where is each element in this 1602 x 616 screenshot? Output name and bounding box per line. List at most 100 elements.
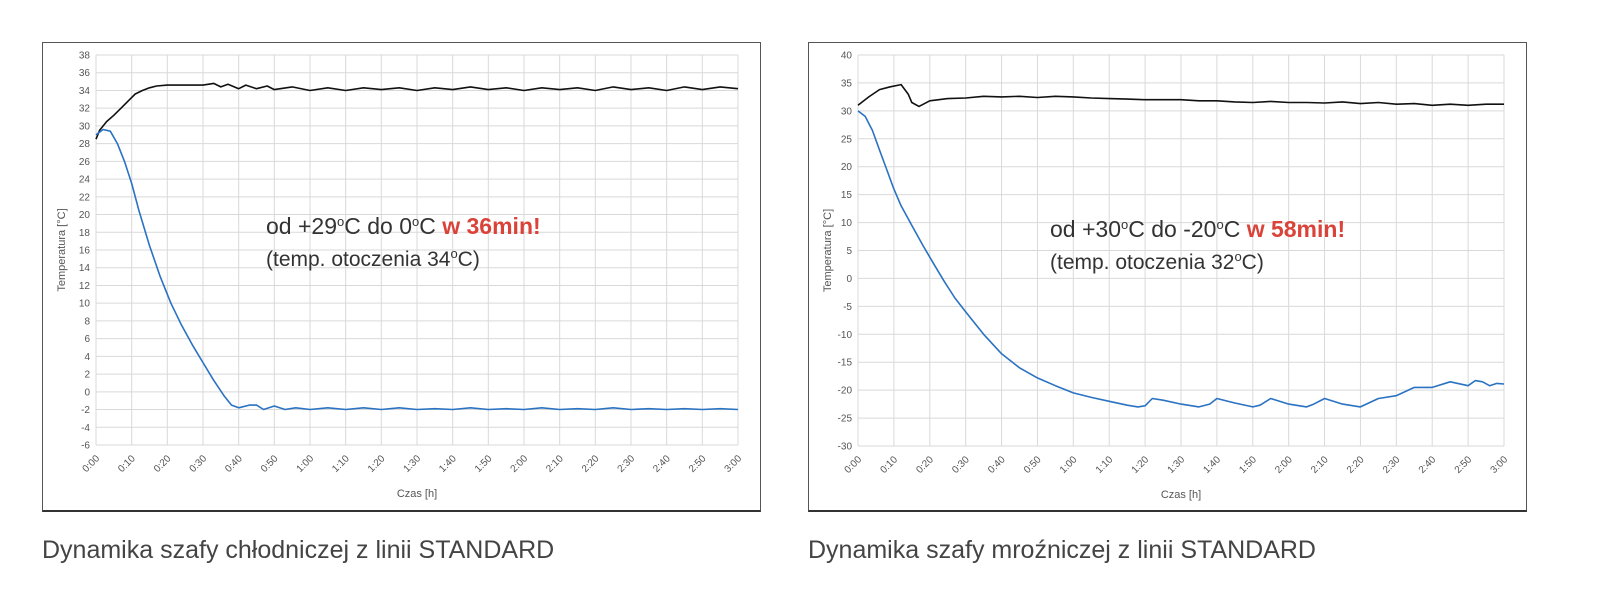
y-tick-label: 18: [79, 228, 91, 239]
cooling-chamber-series-line: [95, 128, 739, 411]
y-tick-label: 8: [84, 316, 90, 327]
freezer-annotation-text-e: C: [1223, 216, 1247, 242]
freezer-time-highlight: w 58min!: [1246, 216, 1346, 242]
y-tick-label: 12: [79, 281, 91, 292]
cooling-annotation-text-a: od +29: [266, 213, 337, 239]
y-tick-label: 20: [79, 210, 91, 221]
freezer-ambient-degree: o: [1234, 249, 1242, 264]
x-tick-label: 0:20: [914, 454, 936, 476]
x-tick-label: 3:00: [723, 453, 745, 475]
x-tick-label: 3:00: [1489, 454, 1511, 476]
x-axis-label: Czas [h]: [1161, 489, 1201, 501]
x-tick-label: 0:40: [986, 454, 1008, 476]
freezer-chamber-series-line: [857, 110, 1505, 408]
x-tick-label: 1:00: [1058, 454, 1080, 476]
y-tick-label: 35: [841, 78, 853, 89]
cooling-chart-panel: -6 -4 -2 0 2 4 6 8 10 12 14 16 18 20 22 24 26 28 30 32 34 36 3…: [42, 42, 761, 512]
y-tick-label: 24: [79, 175, 91, 186]
x-tick-label: 2:20: [1345, 454, 1367, 476]
y-axis-label: Temperatura [°C]: [822, 209, 834, 292]
y-tick-label: -6: [81, 441, 90, 452]
x-tick-label: 2:00: [509, 453, 531, 475]
x-tick-label: 2:10: [1309, 454, 1331, 476]
x-axis-label: Czas [h]: [397, 488, 437, 500]
x-tick-label: 2:50: [687, 453, 709, 475]
cooling-annotation-text-e: C: [419, 213, 443, 239]
x-tick-label: 0:30: [950, 454, 972, 476]
x-tick-label: 0:10: [116, 453, 138, 475]
freezer-chart-panel: -30 -25 -20 -15 -10 -5 0 5 10 15 20 25 30 35 40 0:00 0:1…: [808, 42, 1527, 512]
y-tick-label: 32: [79, 104, 91, 115]
x-tick-label: 2:10: [544, 453, 566, 475]
x-tick-label: 0:00: [843, 454, 865, 476]
y-tick-label: 14: [79, 263, 91, 274]
freezer-annotation-degree-2: o: [1216, 217, 1224, 232]
y-tick-label: 40: [841, 51, 853, 62]
y-tick-label: 36: [79, 68, 91, 79]
y-tick-label: 0: [84, 387, 90, 398]
y-tick-label: 28: [79, 139, 91, 150]
x-tick-label: 2:40: [1417, 454, 1439, 476]
freezer-annotation-text-c: C do -20: [1128, 216, 1217, 242]
y-tick-label: 6: [84, 334, 90, 345]
x-tick-label: 1:20: [366, 453, 388, 475]
y-tick-label: 4: [84, 352, 90, 363]
x-tick-label: 0:30: [188, 453, 210, 475]
y-tick-label: -5: [843, 302, 852, 313]
x-tick-label: 2:20: [580, 453, 602, 475]
cooling-annotation-line1: od +29oC do 0oC w 36min!: [266, 213, 541, 240]
x-tick-label: 1:10: [330, 453, 352, 475]
y-tick-label: 2: [84, 370, 90, 381]
y-tick-label: 22: [79, 192, 91, 203]
y-tick-label: -15: [838, 358, 853, 369]
y-tick-label: 30: [79, 121, 91, 132]
x-tick-label: 1:30: [402, 453, 424, 475]
y-axis-label: Temperatura [°C]: [56, 208, 68, 291]
freezer-annotation-line2: (temp. otoczenia 32oC): [1050, 249, 1345, 275]
y-tick-label: 10: [79, 299, 91, 310]
x-tick-label: 0:10: [878, 454, 900, 476]
cooling-ambient-text-a: (temp. otoczenia 34: [266, 248, 451, 271]
cooling-annotation-degree-2: o: [412, 214, 420, 229]
freezer-annotation-degree-1: o: [1121, 217, 1129, 232]
y-tick-label: 0: [846, 274, 852, 285]
freezer-chart-caption: Dynamika szafy mroźniczej z linii STANDA…: [808, 536, 1316, 564]
y-tick-label: -25: [838, 414, 853, 425]
cooling-annotation-text-c: C do 0: [344, 213, 412, 239]
freezer-annotation: od +30oC do -20oC w 58min! (temp. otocze…: [1050, 216, 1345, 275]
y-tick-label: -2: [81, 405, 90, 416]
y-tick-label: -4: [81, 423, 90, 434]
y-tick-label: 25: [841, 134, 853, 145]
x-tick-label: 0:40: [223, 453, 245, 475]
y-tick-label: 20: [841, 162, 853, 173]
y-tick-label: 34: [79, 86, 91, 97]
x-tick-label: 1:50: [1237, 454, 1259, 476]
freezer-ambient-text-a: (temp. otoczenia 32: [1050, 251, 1235, 274]
x-tick-label: 2:30: [616, 453, 638, 475]
x-tick-label: 0:50: [1022, 454, 1044, 476]
x-tick-label: 2:30: [1381, 454, 1403, 476]
freezer-ambient-text-c: C): [1241, 251, 1264, 274]
y-tick-label: 10: [841, 218, 853, 229]
y-tick-label: -10: [838, 330, 853, 341]
x-tick-label: 1:40: [1201, 454, 1223, 476]
cooling-chart: -6-4-20246810121416182022242628303234363…: [56, 51, 745, 501]
x-tick-label: 0:00: [81, 453, 103, 475]
cooling-annotation-degree-1: o: [337, 214, 345, 229]
cooling-annotation: od +29oC do 0oC w 36min! (temp. otoczeni…: [266, 213, 541, 272]
y-tick-label: -20: [838, 386, 853, 397]
y-tick-label: 30: [841, 106, 853, 117]
y-tick-label: 38: [79, 51, 91, 62]
cooling-time-highlight: w 36min!: [442, 213, 541, 239]
y-tick-label: -30: [838, 442, 853, 453]
x-tick-label: 1:10: [1094, 454, 1116, 476]
x-tick-label: 1:50: [473, 453, 495, 475]
x-tick-label: 0:20: [152, 453, 174, 475]
x-tick-label: 1:20: [1130, 454, 1152, 476]
freezer-ambient-series-line: [857, 83, 1504, 108]
x-tick-label: 1:00: [295, 453, 317, 475]
x-tick-label: 2:40: [651, 453, 673, 475]
x-tick-label: 1:40: [437, 453, 459, 475]
freezer-annotation-text-a: od +30: [1050, 216, 1121, 242]
x-tick-label: 1:30: [1166, 454, 1188, 476]
